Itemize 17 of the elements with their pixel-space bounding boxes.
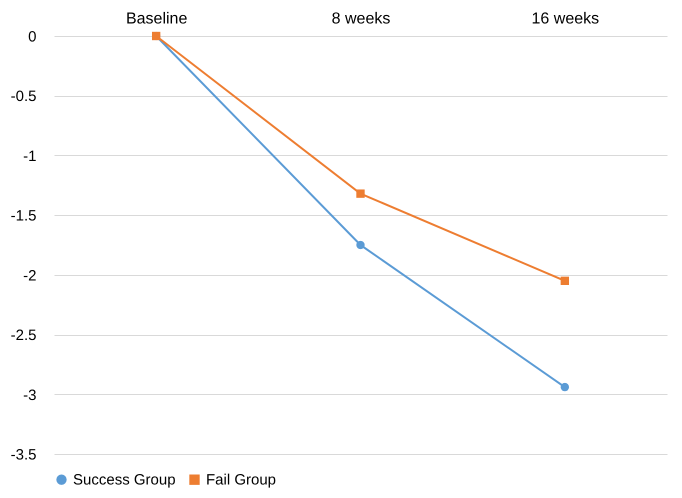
point xyxy=(356,189,365,198)
y-tick-label: -3.5 xyxy=(10,446,36,464)
y-tick-label: -1.5 xyxy=(10,208,36,225)
x-tick-label: 16 weeks xyxy=(532,10,600,28)
y-tick-label: -3 xyxy=(23,386,36,404)
legend-label: Fail Group xyxy=(206,472,276,489)
y-tick-label: -0.5 xyxy=(10,88,36,106)
y-tick-label: -1 xyxy=(23,148,36,165)
y-tick-label: -2.5 xyxy=(10,327,36,344)
y-tick-label: -2 xyxy=(23,267,36,284)
legend-label: Success Group xyxy=(73,472,176,489)
x-tick-label: 8 weeks xyxy=(332,10,390,28)
point xyxy=(560,382,570,392)
x-tick-label: Baseline xyxy=(126,10,188,28)
point xyxy=(356,240,365,250)
y-tick-label: 0 xyxy=(28,28,36,46)
point xyxy=(560,276,570,286)
